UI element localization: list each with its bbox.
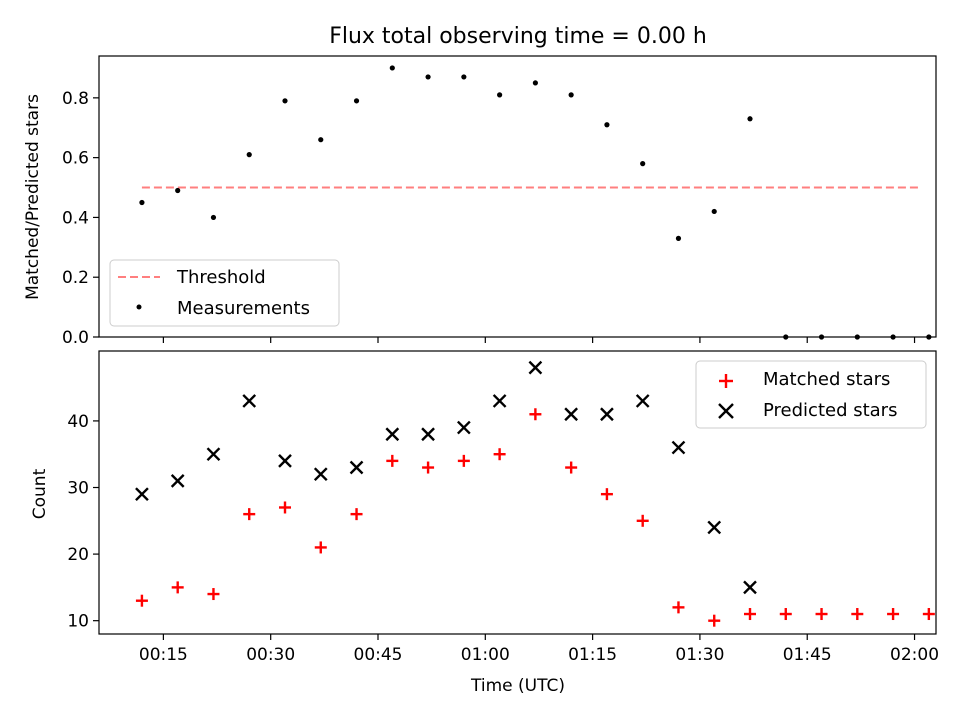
matched-star-point (243, 508, 256, 521)
x-tick-label: 01:30 (675, 645, 724, 665)
y-tick-label: 40 (67, 412, 89, 432)
top-y-axis-label: Matched/Predicted stars (23, 94, 43, 300)
bottom-y-axis-label: Count (30, 468, 50, 519)
predicted-star-point (242, 394, 257, 408)
measurement-point (461, 74, 467, 80)
predicted-star-point (707, 520, 722, 535)
x-tick-label: 02:00 (890, 645, 939, 665)
y-tick-label: 0.8 (62, 89, 89, 109)
matched-star-point (779, 608, 792, 621)
top-legend: Threshold Measurements (109, 259, 340, 327)
matched-star-point (457, 454, 470, 467)
matched-star-point (171, 581, 184, 594)
matched-star-point (851, 608, 864, 621)
predicted-star-point (170, 473, 185, 488)
bottom-legend-box (695, 360, 927, 429)
measurement-point (640, 161, 646, 167)
bottom-legend: Matched stars Predicted stars (695, 360, 927, 429)
x-tick-label: 00:45 (354, 645, 403, 665)
measurement-point (389, 65, 395, 71)
y-tick-label: 30 (67, 479, 89, 499)
matched-star-point (135, 594, 148, 607)
predicted-legend-label: Predicted stars (763, 400, 897, 421)
matched-star-point (493, 448, 506, 461)
predicted-star-point (492, 394, 507, 408)
matched-star-point (529, 408, 542, 421)
matched-star-point (672, 601, 685, 614)
top-panel: Matched/Predicted stars 0.00.20.40.60.8 … (23, 55, 937, 348)
measurement-point (353, 98, 360, 104)
matched-legend-marker (719, 374, 733, 388)
predicted-star-point (635, 394, 650, 408)
bottom-plot-frame (98, 350, 937, 635)
measurements-legend-marker (136, 304, 142, 310)
matched-star-point (744, 608, 756, 621)
measurement-point (497, 92, 503, 98)
predicted-star-point (385, 427, 400, 442)
measurement-point (139, 199, 145, 206)
matched-star-point (708, 614, 721, 627)
bottom-plot-area: 00:15 00:30 00:45 01:00 01:15 01:30 01:45 02:00… (67, 360, 939, 665)
y-tick-label: 0.0 (62, 328, 89, 348)
measurement-point (282, 98, 288, 104)
matched-star-point (600, 488, 613, 501)
measurement-point (246, 152, 252, 158)
threshold-legend-label: Threshold (176, 267, 266, 288)
predicted-star-point (743, 580, 757, 595)
matched-legend-label: Matched stars (763, 369, 890, 390)
matched-star-point (922, 608, 935, 621)
matched-star-point (887, 608, 900, 621)
matched-star-point (636, 514, 649, 527)
measurement-point (711, 208, 717, 215)
predicted-star-point (421, 427, 435, 442)
top-legend-box (109, 259, 340, 327)
predicted-star-point (313, 467, 328, 482)
matched-star-point (279, 501, 291, 514)
predicted-star-point (456, 420, 471, 435)
x-tick-label: 01:45 (783, 645, 832, 665)
matched-star-point (207, 588, 220, 601)
matched-star-point (350, 508, 363, 521)
matched-star-point (422, 461, 435, 474)
y-tick-label: 20 (67, 545, 89, 565)
y-tick-label: 0.4 (62, 208, 89, 228)
measurements-legend-label: Measurements (177, 298, 310, 319)
x-tick-label: 01:15 (568, 645, 617, 665)
top-plot-frame (98, 55, 937, 338)
predicted-star-point (206, 447, 221, 462)
y-tick-label: 0.6 (62, 149, 89, 169)
x-tick-label: 00:15 (139, 645, 188, 665)
predicted-star-point (278, 454, 292, 468)
predicted-star-point (135, 487, 149, 502)
y-tick-label: 10 (67, 612, 89, 632)
matched-star-point (386, 454, 399, 467)
chart-title: Flux total observing time = 0.00 h (329, 24, 707, 49)
predicted-star-point (564, 407, 579, 422)
measurement-point (210, 214, 217, 221)
x-axis-label: Time (UTC) (470, 676, 565, 696)
predicted-star-point (349, 460, 364, 475)
top-plot-area: 0.0 0.2 0.4 0.6 0.8 (62, 65, 932, 348)
measurement-point (568, 92, 574, 98)
measurement-point (175, 187, 181, 194)
measurement-point (532, 80, 538, 86)
predicted-legend-marker (718, 403, 734, 419)
matched-star-point (815, 608, 828, 621)
x-tick-label: 01:00 (461, 645, 510, 665)
predicted-star-point (600, 407, 614, 422)
measurement-point (604, 122, 610, 128)
x-tick-label: 00:30 (246, 645, 295, 665)
matched-star-point (565, 461, 578, 474)
matched-star-point (314, 541, 327, 554)
predicted-star-point (528, 360, 543, 375)
measurement-point (747, 116, 753, 122)
measurement-point (318, 137, 324, 143)
y-tick-label: 0.2 (62, 268, 89, 288)
measurement-point (675, 235, 682, 241)
measurement-point (425, 74, 431, 80)
predicted-star-point (671, 440, 686, 455)
bottom-panel: Count 00:15 00:30 00:45 01:00 01:15 01:30 01:4… (30, 350, 939, 665)
